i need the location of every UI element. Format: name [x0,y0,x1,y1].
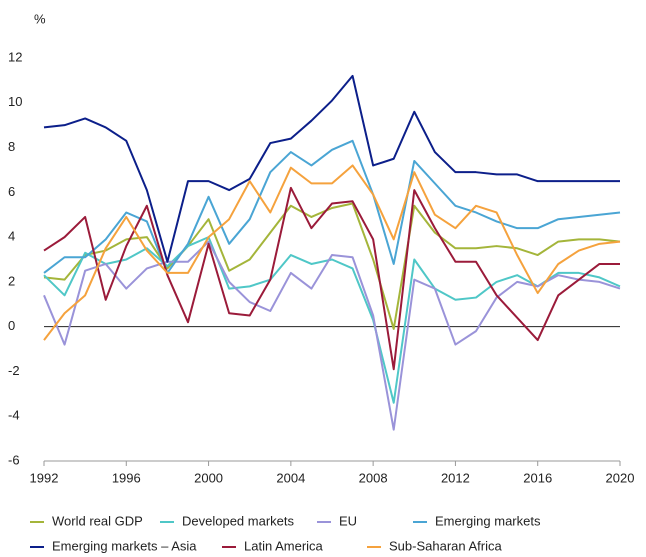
legend-label: Latin America [244,538,324,553]
legend-label: Emerging markets – Asia [52,538,197,553]
y-tick-label: 8 [8,139,15,154]
x-tick-label: 2000 [194,470,223,485]
y-tick-label: 10 [8,94,22,109]
series-line [43,164,621,341]
series-line [43,186,620,371]
x-tick-label: 2008 [359,470,388,485]
y-tick-label: -6 [8,452,20,467]
y-tick-label: 2 [8,273,15,288]
x-tick-label: 2020 [606,470,635,485]
x-tick-label: 1996 [112,470,141,485]
x-tick-label: 2012 [441,470,470,485]
y-tick-label: 12 [8,49,22,64]
series-line [43,240,621,431]
series-line [43,236,621,404]
legend-label: EU [339,513,357,528]
y-tick-label: 4 [8,229,15,244]
legend-label: World real GDP [52,513,143,528]
x-tick-label: 2016 [523,470,552,485]
y-tick-label: 0 [8,318,15,333]
legend-label: Sub-Saharan Africa [389,538,503,553]
y-tick-label: -2 [8,363,20,378]
y-tick-label: -4 [8,408,20,423]
legend-label: Emerging markets [435,513,541,528]
legend-label: Developed markets [182,513,294,528]
y-tick-label: 6 [8,184,15,199]
x-tick-label: 1992 [30,470,59,485]
x-tick-label: 2004 [276,470,305,485]
y-axis-label: % [34,11,46,26]
series-line [43,74,620,263]
